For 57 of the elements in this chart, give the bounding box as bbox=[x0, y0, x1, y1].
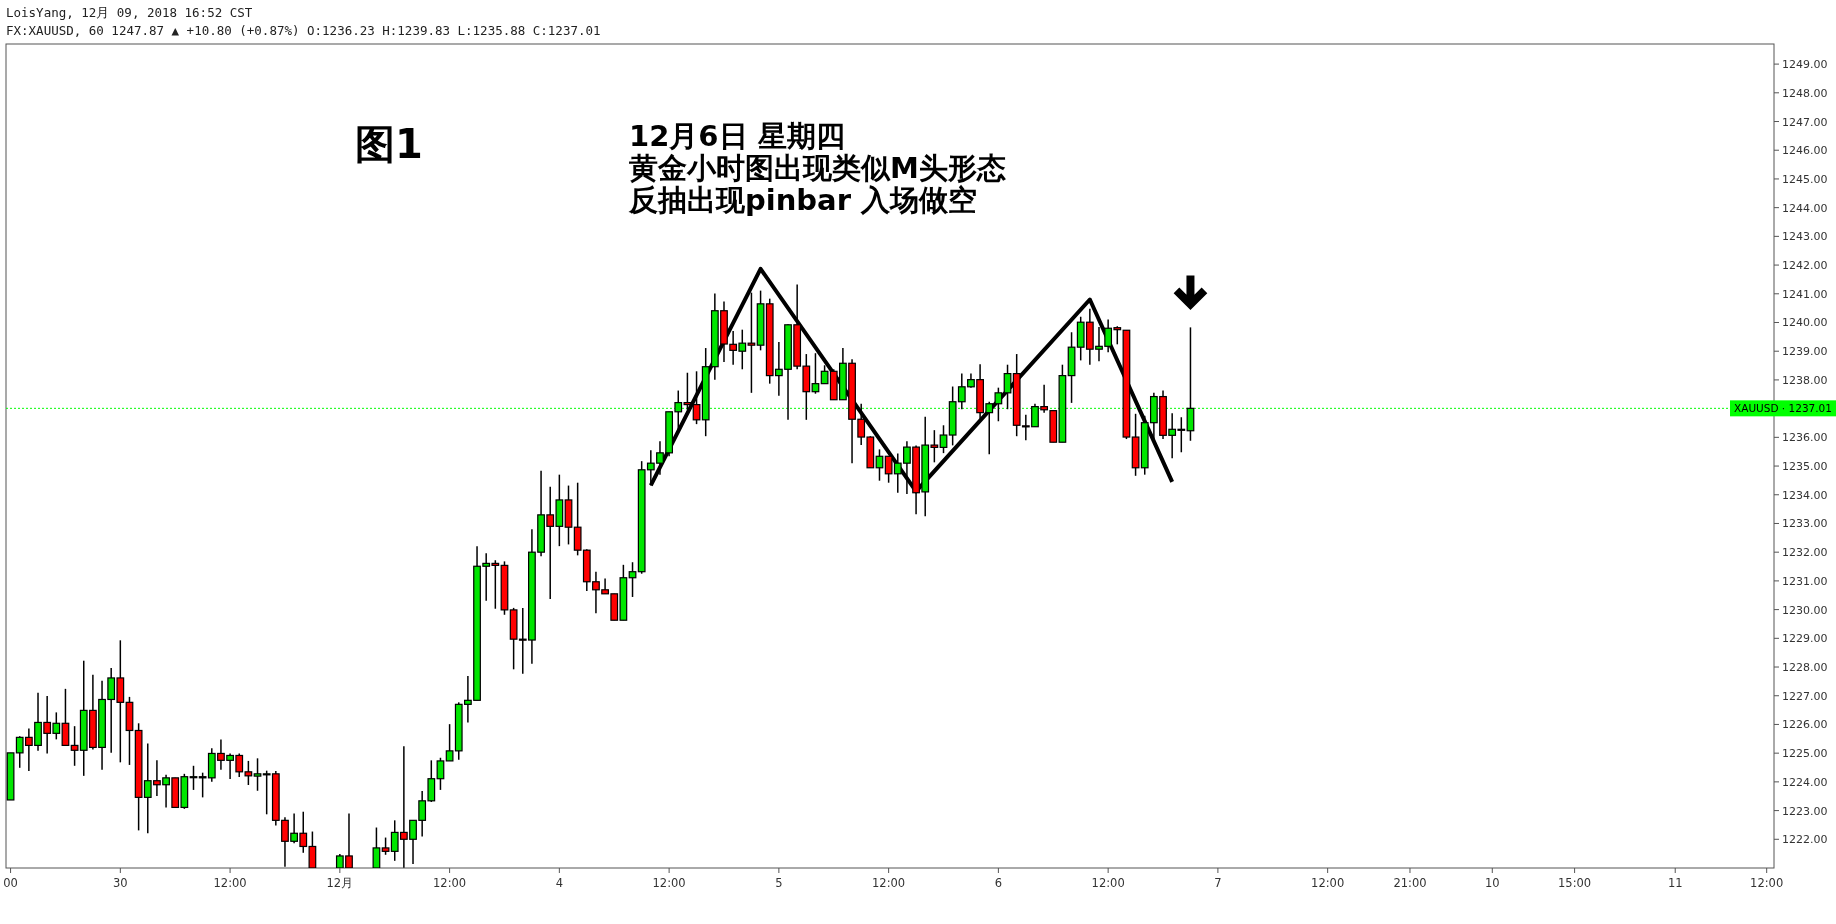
y-tick-label: 1224.00 bbox=[1782, 775, 1828, 789]
x-tick-label: 12:00 bbox=[1750, 876, 1784, 890]
x-tick-label: 12:00 bbox=[433, 876, 467, 890]
y-tick-label: 1239.00 bbox=[1782, 345, 1828, 359]
candlestick bbox=[811, 352, 820, 395]
y-tick-label: 1234.00 bbox=[1782, 488, 1828, 502]
chart-subtitle: FX:XAUUSD, 60 1247.87 ▲ +10.80 (+0.87%) O:1236.23 H:1239.83 L:1235.88 C:1237.01 bbox=[6, 23, 601, 38]
y-tick-label: 1240.00 bbox=[1782, 316, 1828, 330]
candlestick bbox=[436, 757, 445, 791]
y-tick-label: 1223.00 bbox=[1782, 804, 1828, 818]
x-tick-label: 11 bbox=[1667, 876, 1683, 890]
x-tick-label: 7 bbox=[1214, 876, 1222, 890]
x-tick-label: 5 bbox=[775, 876, 783, 890]
annotation: 图1 bbox=[355, 121, 423, 167]
annotation: 12月6日 星期四 bbox=[629, 119, 845, 153]
candlestick bbox=[939, 424, 948, 454]
y-tick-label: 1227.00 bbox=[1782, 689, 1828, 703]
chart-title: LoisYang, 12月 09, 2018 16:52 CST bbox=[6, 5, 253, 20]
y-tick-label: 1245.00 bbox=[1782, 172, 1828, 186]
y-tick-label: 1229.00 bbox=[1782, 632, 1828, 646]
x-tick-label: 12月 bbox=[326, 876, 354, 890]
x-tick-label: 21:00 bbox=[1393, 876, 1427, 890]
candlestick bbox=[253, 757, 262, 792]
annotation: 黄金小时图出现类似M头形态 bbox=[628, 151, 1006, 185]
y-tick-label: 1236.00 bbox=[1782, 431, 1828, 445]
y-tick-label: 1225.00 bbox=[1782, 747, 1828, 761]
x-tick-label: 12:00 bbox=[1311, 876, 1345, 890]
y-tick-label: 1226.00 bbox=[1782, 718, 1828, 732]
y-tick-label: 1243.00 bbox=[1782, 230, 1828, 244]
y-tick-label: 1249.00 bbox=[1782, 58, 1828, 72]
x-tick-label: 15:00 bbox=[1558, 876, 1592, 890]
y-tick-label: 1241.00 bbox=[1782, 287, 1828, 301]
x-tick-label: 6 bbox=[994, 876, 1003, 890]
x-tick-label: 12:00 bbox=[652, 876, 686, 890]
y-tick-label: 1235.00 bbox=[1782, 460, 1828, 474]
y-tick-label: 1233.00 bbox=[1782, 517, 1828, 531]
y-tick-label: 1231.00 bbox=[1782, 574, 1828, 588]
x-tick-label: 12:00 bbox=[1091, 876, 1125, 890]
y-tick-label: 1248.00 bbox=[1782, 86, 1828, 100]
y-tick-label: 1244.00 bbox=[1782, 201, 1828, 215]
y-tick-label: 1246.00 bbox=[1782, 144, 1828, 158]
y-tick-label: 1242.00 bbox=[1782, 259, 1828, 273]
annotation: 反抽出现pinbar 入场做空 bbox=[628, 183, 978, 217]
y-tick-label: 1247.00 bbox=[1782, 115, 1828, 129]
x-tick-label: 4 bbox=[555, 876, 564, 890]
y-tick-label: 1238.00 bbox=[1782, 373, 1828, 387]
x-tick-label: 00 bbox=[3, 876, 18, 890]
y-tick-label: 1230.00 bbox=[1782, 603, 1828, 617]
y-tick-label: 1228.00 bbox=[1782, 661, 1828, 675]
x-tick-label: 30 bbox=[113, 876, 128, 890]
candlestick bbox=[372, 826, 381, 868]
ref-line-label: XAUUSD · 1237.01 bbox=[1734, 402, 1832, 415]
x-tick-label: 12:00 bbox=[213, 876, 247, 890]
x-tick-label: 12:00 bbox=[872, 876, 906, 890]
y-tick-label: 1222.00 bbox=[1782, 833, 1828, 847]
y-tick-label: 1232.00 bbox=[1782, 546, 1828, 560]
x-tick-label: 10 bbox=[1484, 876, 1500, 890]
